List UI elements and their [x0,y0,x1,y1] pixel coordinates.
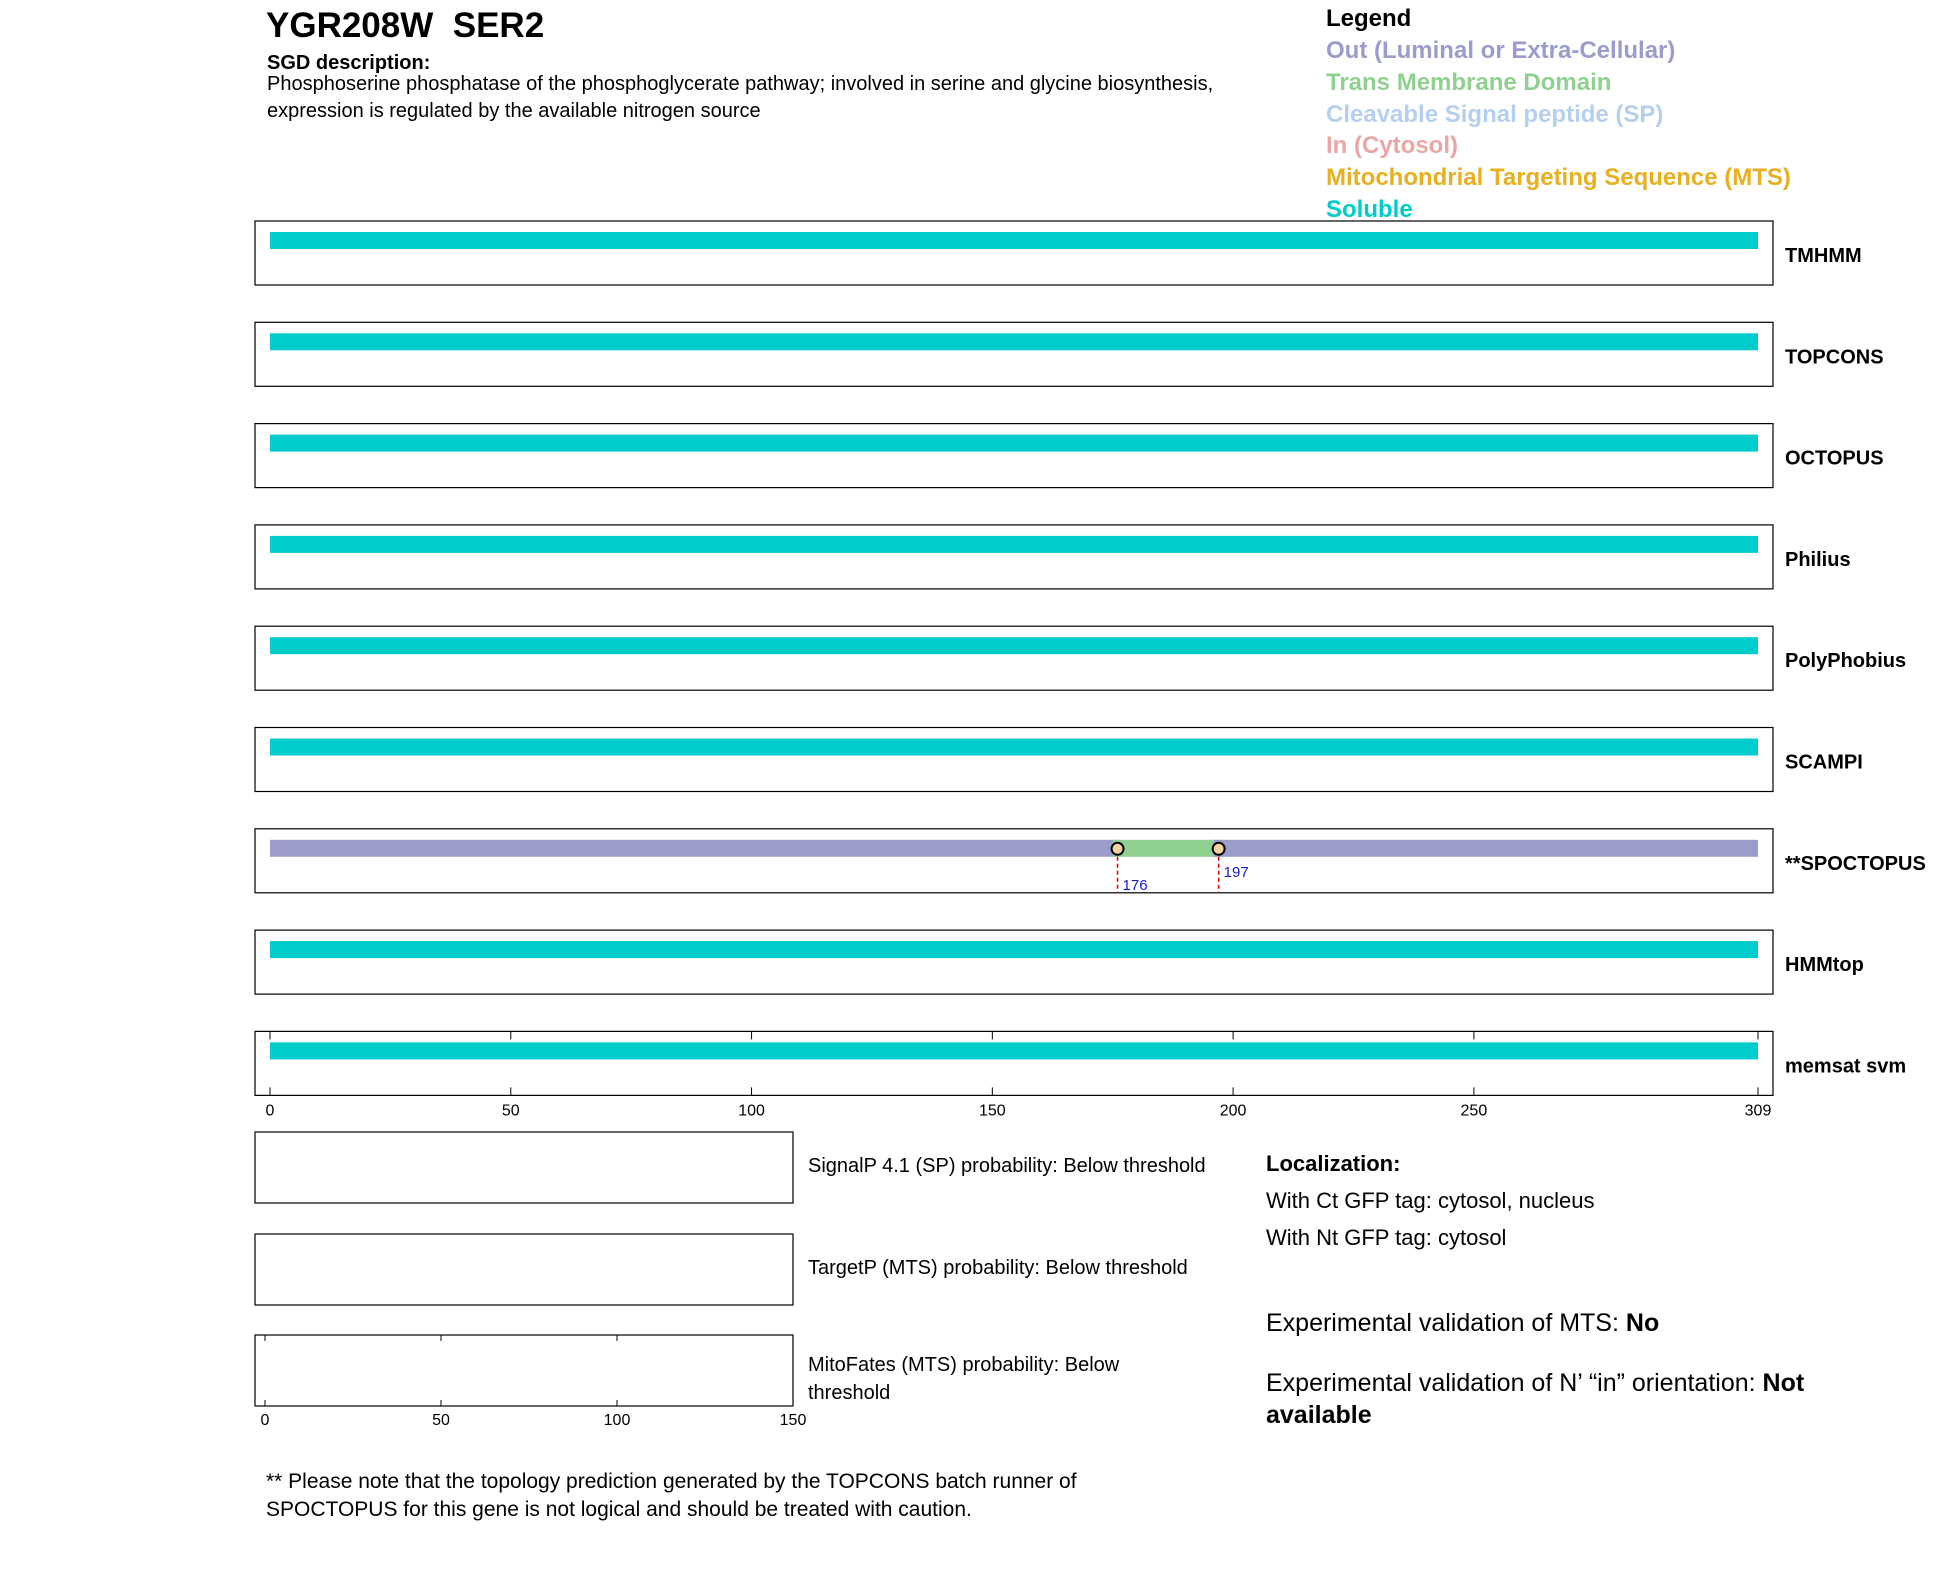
description-label: SGD description: [267,52,431,74]
track-name: SCAMPI [1785,752,1863,774]
localization-title: Localization: [1266,1151,1401,1176]
x-tick-label: 50 [432,1412,450,1429]
x-tick-label: 100 [738,1102,765,1119]
probability-box [254,1233,794,1306]
track-name: PolyPhobius [1785,650,1906,672]
track-box [254,726,1774,793]
segment [270,434,1758,452]
title: YGR208W SER2 [266,6,545,45]
track-box [254,524,1774,590]
track-box [254,1030,1774,1097]
track-name: **SPOCTOPUS [1785,853,1926,875]
probability-label: TargetP (MTS) probability: Below thresho… [808,1257,1188,1279]
legend-item: Soluble [1326,196,1413,223]
validation-value: No [1625,1309,1660,1337]
track-box [254,929,1774,995]
marker [1211,841,1226,856]
segment [270,941,1758,959]
validation-label: Experimental validation of N’ “in” orien… [1266,1369,1763,1397]
track-name: Philius [1785,549,1851,571]
legend-item: Out (Luminal or Extra-Cellular) [1326,37,1676,64]
legend-item: Mitochondrial Targeting Sequence (MTS) [1326,164,1791,192]
probability-label: MitoFates (MTS) probability: Below thres… [808,1354,1120,1404]
localization-line: With Ct GFP tag: cytosol, nucleus [1266,1188,1595,1213]
x-tick-label: 200 [1220,1102,1247,1119]
segment [270,232,1758,249]
legend-title: Legend [1326,5,1412,32]
segment [270,535,1758,553]
legend-item: Trans Membrane Domain [1326,68,1612,96]
track-box [254,423,1774,489]
marker [1110,841,1125,856]
segment [270,839,1118,857]
segment [270,1042,1758,1060]
marker-label: 197 [1224,864,1249,881]
legend-item: In (Cytosol) [1326,132,1458,160]
track-box [254,220,1774,286]
track-box [254,625,1774,691]
x-tick-label: 150 [979,1102,1006,1119]
track-name: TOPCONS [1785,346,1884,368]
x-tick-label: 150 [780,1412,807,1429]
x-tick-label: 0 [266,1102,275,1119]
marker-label: 176 [1123,877,1148,894]
x-tick-label: 100 [604,1412,631,1429]
segment [270,333,1758,351]
validation: Experimental validation of MTS: No [1266,1309,1659,1338]
probability-box [254,1334,794,1407]
x-tick-label: 0 [261,1412,270,1429]
segment [1213,839,1758,857]
track-box [254,321,1774,387]
probability-label: SignalP 4.1 (SP) probability: Below thre… [808,1155,1206,1177]
track-box [254,828,1774,894]
legend-item: Cleavable Signal peptide (SP) [1326,100,1664,128]
segment [270,637,1758,655]
track-name: OCTOPUS [1785,448,1884,470]
x-tick-label: 50 [502,1102,520,1119]
probability-box [254,1131,794,1204]
validation-value: Not available [1266,1369,1805,1429]
track-name: HMMtop [1785,954,1864,976]
x-tick-label: 309 [1745,1102,1772,1119]
segment [270,738,1758,756]
segment [1112,839,1219,857]
track-name: TMHMM [1785,245,1862,267]
note: ** Please note that the topology predict… [266,1470,1077,1521]
localization-line: With Nt GFP tag: cytosol [1266,1225,1507,1250]
x-tick-label: 250 [1461,1102,1488,1119]
track-name: memsat svm [1785,1055,1906,1077]
description: Phosphoserine phosphatase of the phospho… [267,73,1214,122]
validation-label: Experimental validation of MTS: [1266,1309,1626,1337]
validation: Experimental validation of N’ “in” orien… [1266,1367,1846,1431]
